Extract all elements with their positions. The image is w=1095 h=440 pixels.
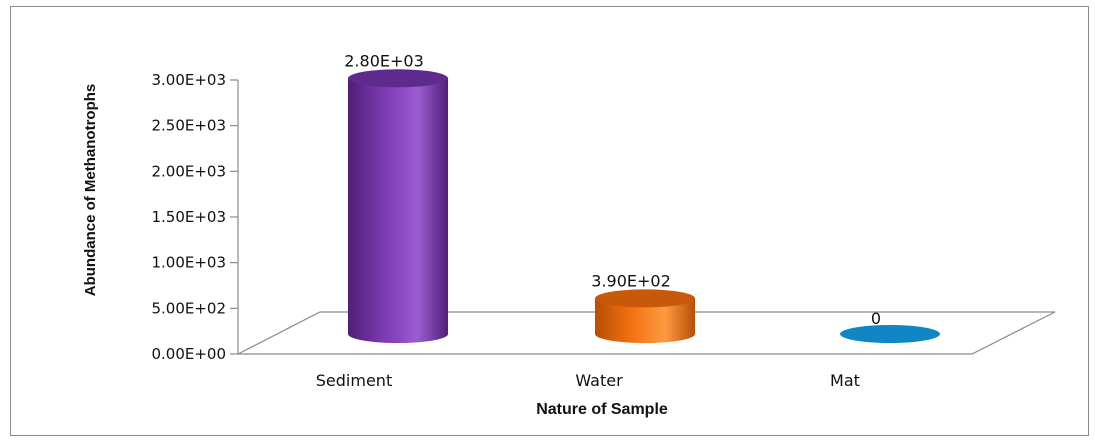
- y-tick-label: 5.00E+02: [151, 299, 226, 317]
- chart-frame: [10, 6, 1089, 436]
- y-tick-label: 2.00E+03: [151, 162, 226, 180]
- y-tick-group: 0.00E+00 5.00E+02 1.00E+03 1.50E+03 2.00E+03…: [151, 71, 238, 363]
- y-axis-title: Abundance of Methanotrophs: [82, 84, 99, 297]
- x-axis-title: Nature of Sample: [536, 401, 668, 418]
- y-tick-label: 1.00E+03: [151, 254, 226, 272]
- x-tick-label: Sediment: [316, 371, 392, 390]
- bar-top-sediment: [348, 69, 448, 88]
- bar-top-water: [595, 289, 695, 308]
- x-tick-label: Mat: [830, 371, 860, 390]
- bar-sediment: [348, 78, 448, 344]
- data-label: 2.80E+03: [344, 51, 424, 70]
- x-tick-label: Water: [575, 371, 623, 390]
- data-label: 3.90E+02: [591, 271, 671, 290]
- data-label-group: 2.80E+03 3.90E+02 0: [344, 51, 881, 328]
- data-label: 0: [871, 309, 881, 328]
- bar-group: [348, 69, 940, 344]
- y-tick-label: 3.00E+03: [151, 71, 226, 89]
- bar-mat: [840, 325, 940, 343]
- x-tick-group: Sediment Water Mat: [316, 371, 860, 390]
- bar-water: [595, 298, 695, 343]
- y-tick-label: 0.00E+00: [151, 345, 226, 363]
- y-tick-label: 1.50E+03: [151, 208, 226, 226]
- y-tick-label: 2.50E+03: [151, 117, 226, 135]
